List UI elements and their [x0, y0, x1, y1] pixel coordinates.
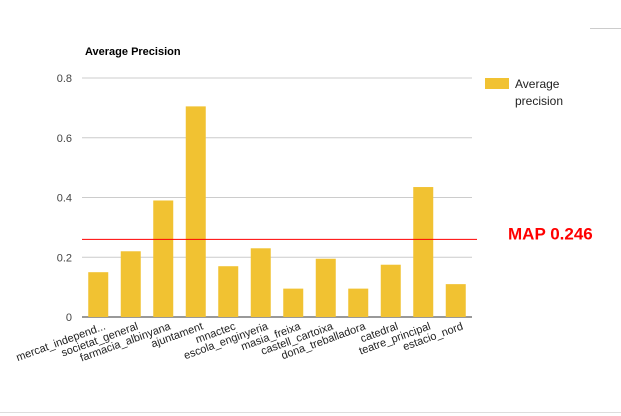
- y-tick-label: 0.6: [57, 133, 72, 145]
- y-tick-label: 0.8: [57, 73, 72, 85]
- x-axis-ticks: mercat_independ...societat_generalfarmac…: [15, 320, 465, 364]
- y-tick-label: 0.4: [57, 193, 72, 205]
- legend-label: Average precision: [515, 77, 563, 108]
- chart-title: Average Precision: [85, 46, 181, 58]
- map-label: MAP 0.246: [508, 224, 593, 243]
- top-divider: [590, 28, 621, 29]
- bar: [185, 106, 206, 317]
- bar: [348, 288, 369, 317]
- bar: [315, 258, 336, 317]
- bottom-divider: [0, 412, 621, 413]
- legend-label-line: precision: [515, 94, 563, 108]
- legend: Average precision: [485, 77, 563, 108]
- bar: [250, 248, 271, 317]
- bar: [283, 288, 304, 317]
- bars: [88, 106, 466, 317]
- bar: [380, 264, 401, 317]
- bar: [218, 266, 239, 317]
- y-tick-label: 0.2: [57, 252, 72, 264]
- legend-swatch: [485, 78, 509, 89]
- bar: [445, 284, 466, 317]
- y-tick-label: 0: [66, 312, 72, 324]
- map-reference: MAP 0.246: [82, 224, 593, 243]
- bar: [88, 272, 109, 317]
- gridlines: [82, 77, 472, 318]
- legend-label-line: Average: [515, 77, 560, 91]
- y-axis-ticks: 0 0.2 0.4 0.6 0.8: [57, 73, 72, 324]
- bar: [120, 251, 141, 317]
- bar: [413, 187, 434, 317]
- bar: [153, 200, 174, 317]
